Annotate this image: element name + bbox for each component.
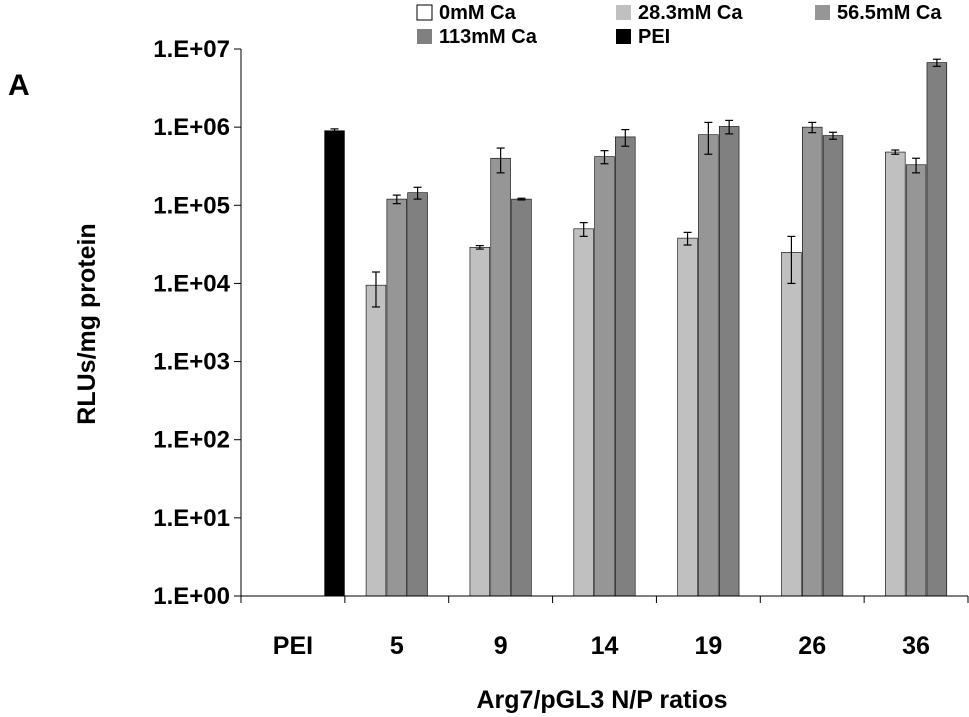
y-tick-label: 1.E+05 bbox=[153, 192, 230, 219]
legend-swatch bbox=[616, 5, 631, 20]
bar bbox=[324, 130, 345, 597]
bar bbox=[926, 62, 948, 597]
y-tick-label: 1.E+06 bbox=[153, 114, 230, 141]
bar bbox=[905, 164, 927, 597]
y-tick-label: 1.E+02 bbox=[153, 427, 230, 454]
x-tick-label: 26 bbox=[798, 632, 826, 660]
y-tick-label: 1.E+00 bbox=[153, 583, 230, 610]
bar bbox=[407, 192, 428, 597]
panel-label: A bbox=[8, 69, 30, 102]
bar bbox=[885, 151, 906, 597]
y-axis-label: RLUs/mg protein bbox=[73, 223, 101, 424]
y-tick-label: 1.E+03 bbox=[153, 349, 230, 376]
bar bbox=[365, 284, 387, 597]
x-tick-label: 9 bbox=[494, 632, 508, 660]
bars bbox=[242, 62, 967, 597]
legend-swatch bbox=[616, 29, 631, 44]
legend-swatch bbox=[815, 5, 830, 20]
bar bbox=[469, 246, 491, 597]
bar bbox=[698, 134, 719, 597]
bar bbox=[573, 228, 594, 597]
x-tick-label: 36 bbox=[902, 632, 930, 660]
axes bbox=[240, 49, 968, 597]
legend-swatch bbox=[417, 29, 432, 44]
legend-swatch bbox=[416, 4, 433, 21]
bar bbox=[677, 237, 698, 597]
bar bbox=[822, 135, 844, 597]
legend-label: PEI bbox=[638, 26, 670, 48]
x-tick-label: 5 bbox=[390, 632, 404, 660]
y-tick-label: 1.E+04 bbox=[153, 270, 230, 297]
bar bbox=[490, 157, 511, 597]
legend-label: 113mM Ca bbox=[439, 26, 538, 48]
bar bbox=[718, 126, 740, 597]
x-tick-label: 19 bbox=[694, 632, 722, 660]
legend-label: 0mM Ca bbox=[439, 2, 517, 24]
bar bbox=[615, 136, 636, 597]
bar bbox=[594, 156, 615, 597]
bar bbox=[386, 198, 407, 597]
x-axis-ticks: PEI 5 9 14 19 26 36 bbox=[240, 596, 969, 660]
x-axis-label: Arg7/pGL3 N/P ratios bbox=[477, 686, 728, 714]
x-tick-label: 14 bbox=[591, 632, 619, 660]
legend: 0mM Ca 28.3mM Ca 56.5mM Ca 113mM Ca PEI bbox=[416, 2, 942, 48]
bar bbox=[781, 252, 802, 597]
legend-label: 56.5mM Ca bbox=[837, 2, 942, 24]
legend-label: 28.3mM Ca bbox=[638, 2, 743, 24]
x-tick-label: PEI bbox=[273, 632, 313, 660]
bar bbox=[802, 126, 823, 597]
y-axis-ticks: 1.E+00 1.E+01 1.E+02 1.E+03 1.E+04 1.E+05 1.E+… bbox=[153, 36, 241, 610]
bar bbox=[511, 198, 532, 597]
y-tick-label: 1.E+07 bbox=[153, 36, 230, 63]
y-tick-label: 1.E+01 bbox=[153, 505, 230, 532]
error-bars bbox=[330, 58, 941, 308]
